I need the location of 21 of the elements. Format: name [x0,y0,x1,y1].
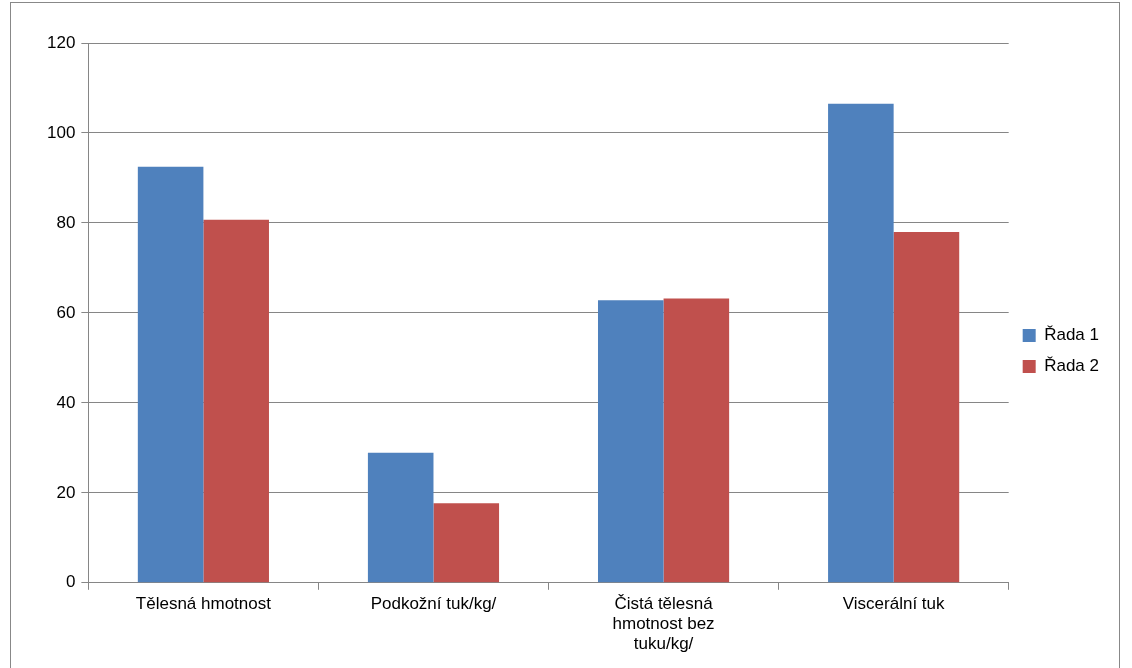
y-tick-label: 0 [65,572,76,592]
x-tick-label: Tělesná hmotnost [135,593,272,613]
bar [433,503,500,583]
x-tick-label: Čistá tělesná hmotnost bez tuku/kg/ [612,593,715,654]
bar [828,103,894,583]
y-tick-label: 40 [56,392,76,412]
x-tick-label: Podkožní tuk/kg/ [370,593,497,613]
bar [597,300,664,583]
y-tick-label: 80 [56,212,76,232]
legend-label: Řada 2 [1044,356,1100,376]
bar [663,298,730,583]
y-tick-label: 20 [56,482,76,502]
bar [137,166,204,583]
y-tick-label: 60 [56,302,76,322]
bar [203,219,269,583]
y-tick-label: 100 [46,122,76,142]
bar [893,231,960,583]
y-tick-label: 120 [46,32,76,52]
legend-label: Řada 1 [1044,325,1100,345]
bar [367,452,434,583]
x-tick-label: Viscerální tuk [842,593,946,613]
